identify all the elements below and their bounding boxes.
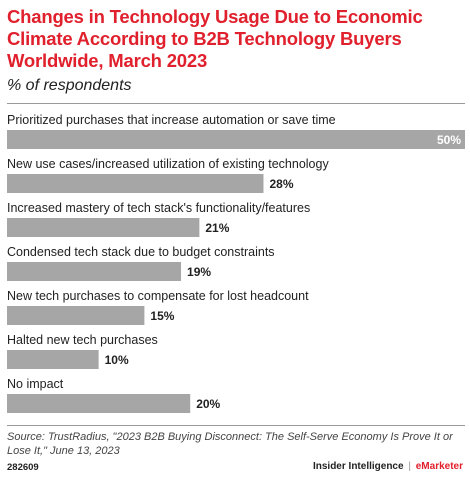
chart-id: 282609 <box>7 462 39 473</box>
chart-subtitle: % of respondents <box>7 77 132 94</box>
category-label: Increased mastery of tech stack's functi… <box>7 201 310 215</box>
value-label: 15% <box>150 309 174 323</box>
bar <box>7 350 99 369</box>
bar-chart: Prioritized purchases that increase auto… <box>7 113 465 413</box>
value-label: 21% <box>205 221 229 235</box>
brand-footer: Insider Intelligence | eMarketer <box>313 461 463 472</box>
bar <box>7 306 145 325</box>
category-label: New use cases/increased utilization of e… <box>7 157 329 171</box>
category-label: New tech purchases to compensate for los… <box>7 289 309 303</box>
value-label: 10% <box>105 353 129 367</box>
value-label: 19% <box>187 265 211 279</box>
bar <box>7 130 465 149</box>
value-label: 28% <box>269 177 293 191</box>
value-label: 50% <box>437 133 461 147</box>
top-divider <box>7 103 465 104</box>
bar <box>7 394 191 413</box>
bar <box>7 174 264 193</box>
category-label: Prioritized purchases that increase auto… <box>7 113 336 127</box>
source-note: Source: TrustRadius, "2023 B2B Buying Di… <box>7 431 453 457</box>
chart-title: Changes in Technology Usage Due to Econo… <box>7 6 423 71</box>
brand-separator: | <box>408 461 411 472</box>
bottom-divider <box>7 425 465 426</box>
value-label: 20% <box>196 397 220 411</box>
bar <box>7 218 200 237</box>
category-label: Condensed tech stack due to budget const… <box>7 245 275 259</box>
category-label: Halted new tech purchases <box>7 333 158 347</box>
category-label: No impact <box>7 377 64 391</box>
brand-right: eMarketer <box>415 461 463 472</box>
bar <box>7 262 182 281</box>
brand-left: Insider Intelligence <box>312 461 404 472</box>
